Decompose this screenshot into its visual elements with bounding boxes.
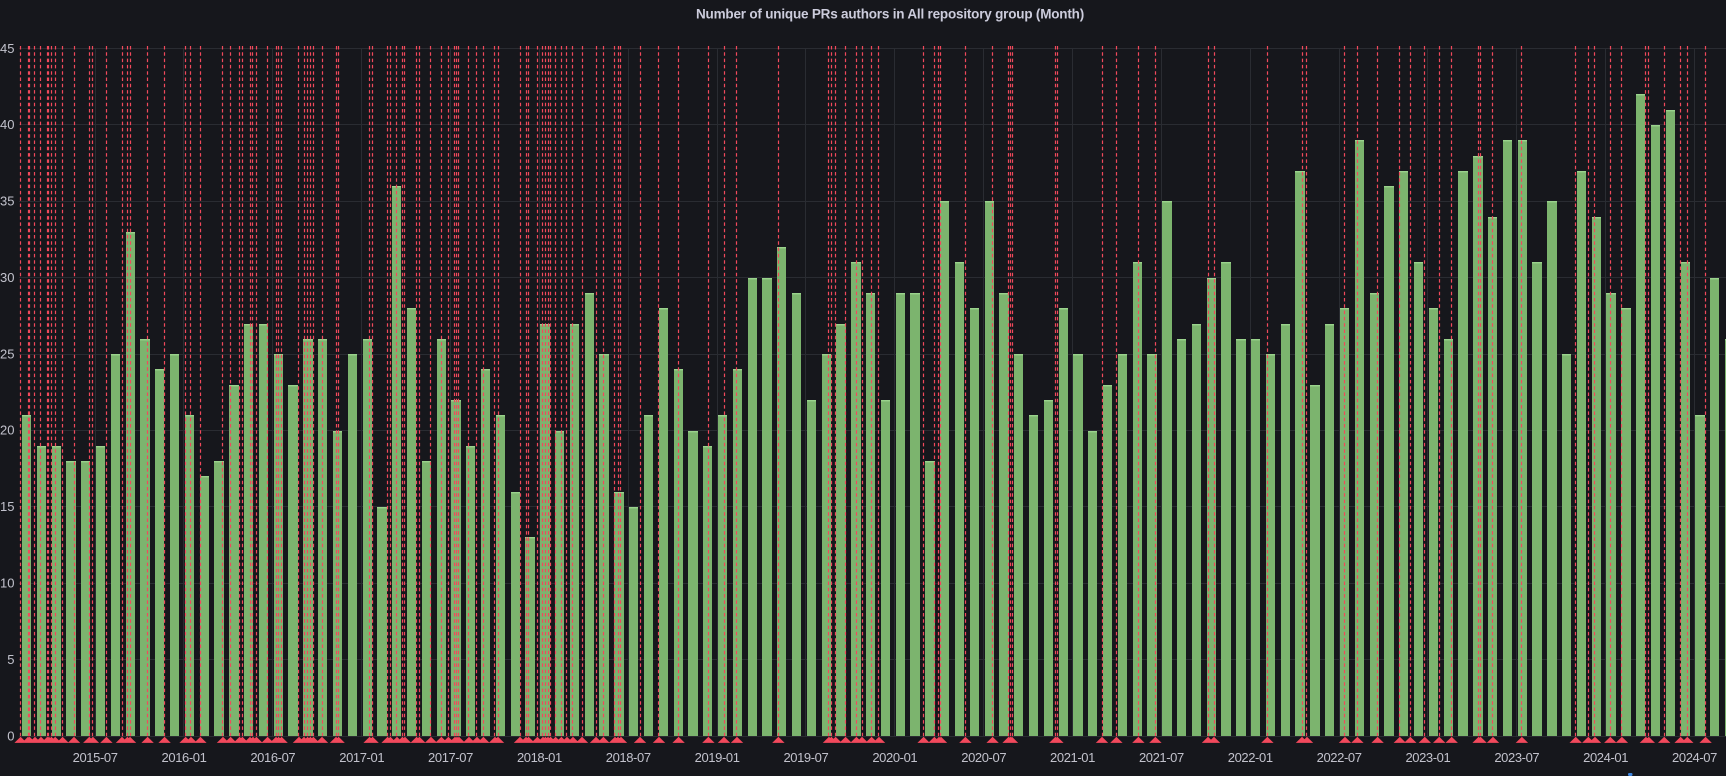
svg-text:25: 25 (0, 346, 14, 361)
svg-text:15: 15 (0, 499, 14, 514)
svg-text:2024-07: 2024-07 (1672, 750, 1717, 765)
svg-text:2017-07: 2017-07 (428, 750, 473, 765)
svg-text:2022-01: 2022-01 (1228, 750, 1273, 765)
svg-text:2023-01: 2023-01 (1405, 750, 1450, 765)
svg-text:45: 45 (0, 41, 14, 56)
svg-text:2018-01: 2018-01 (517, 750, 562, 765)
svg-text:10: 10 (0, 576, 14, 591)
svg-text:2016-01: 2016-01 (162, 750, 207, 765)
svg-text:2015-07: 2015-07 (73, 750, 118, 765)
svg-text:2021-07: 2021-07 (1139, 750, 1184, 765)
svg-text:0: 0 (7, 728, 14, 743)
svg-text:2020-07: 2020-07 (961, 750, 1006, 765)
svg-text:2024-01: 2024-01 (1583, 750, 1628, 765)
svg-text:40: 40 (0, 117, 14, 132)
svg-text:Number of unique PRs authors i: Number of unique PRs authors in All repo… (696, 7, 1084, 22)
svg-text:20: 20 (0, 423, 14, 438)
svg-text:30: 30 (0, 270, 14, 285)
svg-text:2022-07: 2022-07 (1317, 750, 1362, 765)
svg-text:2016-07: 2016-07 (250, 750, 295, 765)
svg-text:2020-01: 2020-01 (872, 750, 917, 765)
svg-text:35: 35 (0, 194, 14, 209)
svg-text:2021-01: 2021-01 (1050, 750, 1095, 765)
svg-text:2023-07: 2023-07 (1494, 750, 1539, 765)
svg-text:2019-07: 2019-07 (783, 750, 828, 765)
svg-text:5: 5 (7, 652, 14, 667)
svg-text:2017-01: 2017-01 (339, 750, 384, 765)
svg-text:2019-01: 2019-01 (695, 750, 740, 765)
svg-text:2018-07: 2018-07 (606, 750, 651, 765)
